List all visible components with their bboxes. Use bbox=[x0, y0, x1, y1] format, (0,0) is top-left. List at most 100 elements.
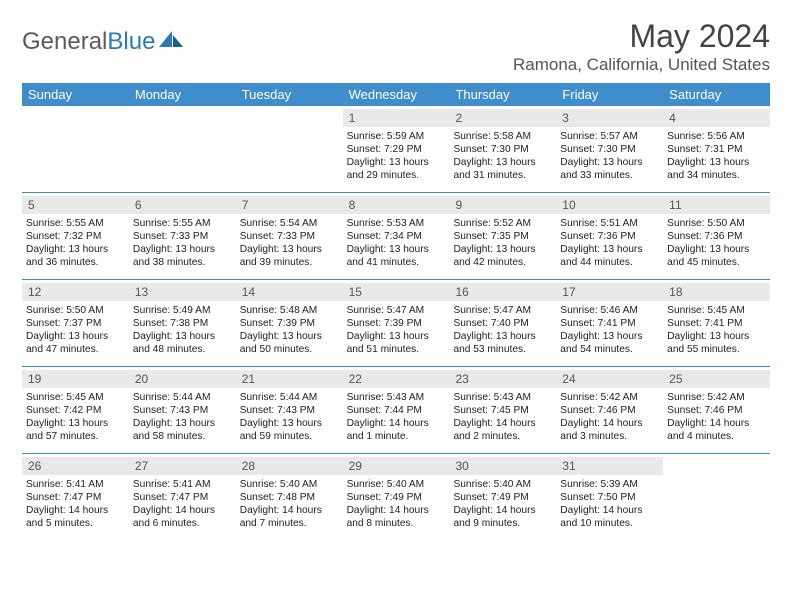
day-info: Sunrise: 5:50 AMSunset: 7:37 PMDaylight:… bbox=[26, 304, 125, 356]
day-number: 6 bbox=[129, 196, 236, 214]
calendar-cell: 22 Sunrise: 5:43 AMSunset: 7:44 PMDayligh… bbox=[343, 367, 450, 453]
calendar: SundayMondayTuesdayWednesdayThursdayFrid… bbox=[22, 83, 770, 540]
day-number: 30 bbox=[449, 457, 556, 475]
day-info: Sunrise: 5:39 AMSunset: 7:50 PMDaylight:… bbox=[560, 478, 659, 530]
day-info: Sunrise: 5:45 AMSunset: 7:41 PMDaylight:… bbox=[667, 304, 766, 356]
day-number: 10 bbox=[556, 196, 663, 214]
day-number: 21 bbox=[236, 370, 343, 388]
calendar-cell: 30 Sunrise: 5:40 AMSunset: 7:49 PMDayligh… bbox=[449, 454, 556, 540]
calendar-cell: 5 Sunrise: 5:55 AMSunset: 7:32 PMDaylight… bbox=[22, 193, 129, 279]
calendar-body: 1 Sunrise: 5:59 AMSunset: 7:29 PMDaylight… bbox=[22, 106, 770, 540]
day-info: Sunrise: 5:57 AMSunset: 7:30 PMDaylight:… bbox=[560, 130, 659, 182]
day-info: Sunrise: 5:51 AMSunset: 7:36 PMDaylight:… bbox=[560, 217, 659, 269]
day-header: Saturday bbox=[663, 83, 770, 106]
day-info: Sunrise: 5:55 AMSunset: 7:32 PMDaylight:… bbox=[26, 217, 125, 269]
day-info: Sunrise: 5:55 AMSunset: 7:33 PMDaylight:… bbox=[133, 217, 232, 269]
day-header: Monday bbox=[129, 83, 236, 106]
calendar-cell: 7Sunrise: 5:54 AMSunset: 7:33 PMDaylight… bbox=[236, 193, 343, 279]
day-number: 1 bbox=[343, 109, 450, 127]
day-info: Sunrise: 5:48 AMSunset: 7:39 PMDaylight:… bbox=[240, 304, 339, 356]
logo-sail-icon bbox=[159, 28, 185, 56]
logo-text-blue: Blue bbox=[107, 28, 155, 56]
calendar-cell: 2 Sunrise: 5:58 AMSunset: 7:30 PMDaylight… bbox=[449, 106, 556, 192]
day-info: Sunrise: 5:49 AMSunset: 7:38 PMDaylight:… bbox=[133, 304, 232, 356]
day-info: Sunrise: 5:41 AMSunset: 7:47 PMDaylight:… bbox=[133, 478, 232, 530]
logo-text-general: General bbox=[22, 28, 107, 56]
day-info: Sunrise: 5:50 AMSunset: 7:36 PMDaylight:… bbox=[667, 217, 766, 269]
day-number: 28 bbox=[236, 457, 343, 475]
calendar-week: 5 Sunrise: 5:55 AMSunset: 7:32 PMDaylight… bbox=[22, 193, 770, 280]
calendar-cell: 20 Sunrise: 5:44 AMSunset: 7:43 PMDayligh… bbox=[129, 367, 236, 453]
calendar-week: 1 Sunrise: 5:59 AMSunset: 7:29 PMDaylight… bbox=[22, 106, 770, 193]
day-number: 14 bbox=[236, 283, 343, 301]
day-number: 20 bbox=[129, 370, 236, 388]
day-info: Sunrise: 5:59 AMSunset: 7:29 PMDaylight:… bbox=[347, 130, 446, 182]
calendar-week: 26Sunrise: 5:41 AMSunset: 7:47 PMDayligh… bbox=[22, 454, 770, 540]
calendar-cell: 13 Sunrise: 5:49 AMSunset: 7:38 PMDayligh… bbox=[129, 280, 236, 366]
day-header: Thursday bbox=[449, 83, 556, 106]
calendar-cell: 25Sunrise: 5:42 AMSunset: 7:46 PMDayligh… bbox=[663, 367, 770, 453]
day-header: Friday bbox=[556, 83, 663, 106]
calendar-cell: 26 Sunrise: 5:41 AMSunset: 7:47 PMDayligh… bbox=[22, 454, 129, 540]
day-number: 7 bbox=[236, 196, 343, 214]
calendar-cell: 24Sunrise: 5:42 AMSunset: 7:46 PMDayligh… bbox=[556, 367, 663, 453]
calendar-cell: 1 Sunrise: 5:59 AMSunset: 7:29 PMDaylight… bbox=[343, 106, 450, 192]
day-info: Sunrise: 5:52 AMSunset: 7:35 PMDaylight:… bbox=[453, 217, 552, 269]
calendar-cell: 23Sunrise: 5:43 AMSunset: 7:45 PMDayligh… bbox=[449, 367, 556, 453]
calendar-page: GeneralBlue May 2024 Ramona, California,… bbox=[0, 0, 792, 550]
day-info: Sunrise: 5:46 AMSunset: 7:41 PMDaylight:… bbox=[560, 304, 659, 356]
day-info: Sunrise: 5:43 AMSunset: 7:44 PMDaylight:… bbox=[347, 391, 446, 443]
header: GeneralBlue May 2024 Ramona, California,… bbox=[22, 18, 770, 75]
day-number: 8 bbox=[343, 196, 450, 214]
day-info: Sunrise: 5:42 AMSunset: 7:46 PMDaylight:… bbox=[560, 391, 659, 443]
day-info: Sunrise: 5:43 AMSunset: 7:45 PMDaylight:… bbox=[453, 391, 552, 443]
day-number: 17 bbox=[556, 283, 663, 301]
day-number: 22 bbox=[343, 370, 450, 388]
day-number: 15 bbox=[343, 283, 450, 301]
day-number: 18 bbox=[663, 283, 770, 301]
day-info: Sunrise: 5:44 AMSunset: 7:43 PMDaylight:… bbox=[240, 391, 339, 443]
day-info: Sunrise: 5:40 AMSunset: 7:48 PMDaylight:… bbox=[240, 478, 339, 530]
day-number: 3 bbox=[556, 109, 663, 127]
day-number: 5 bbox=[22, 196, 129, 214]
calendar-week: 19Sunrise: 5:45 AMSunset: 7:42 PMDayligh… bbox=[22, 367, 770, 454]
day-number: 2 bbox=[449, 109, 556, 127]
calendar-cell bbox=[22, 106, 129, 192]
day-number: 19 bbox=[22, 370, 129, 388]
calendar-cell: 12 Sunrise: 5:50 AMSunset: 7:37 PMDayligh… bbox=[22, 280, 129, 366]
day-header: Tuesday bbox=[236, 83, 343, 106]
day-info: Sunrise: 5:58 AMSunset: 7:30 PMDaylight:… bbox=[453, 130, 552, 182]
day-number: 11 bbox=[663, 196, 770, 214]
title-block: May 2024 Ramona, California, United Stat… bbox=[513, 18, 770, 75]
day-info: Sunrise: 5:47 AMSunset: 7:39 PMDaylight:… bbox=[347, 304, 446, 356]
day-number: 9 bbox=[449, 196, 556, 214]
calendar-cell bbox=[236, 106, 343, 192]
day-number: 13 bbox=[129, 283, 236, 301]
calendar-cell bbox=[129, 106, 236, 192]
calendar-cell: 18 Sunrise: 5:45 AMSunset: 7:41 PMDayligh… bbox=[663, 280, 770, 366]
day-header: Wednesday bbox=[343, 83, 450, 106]
calendar-cell: 11 Sunrise: 5:50 AMSunset: 7:36 PMDayligh… bbox=[663, 193, 770, 279]
calendar-cell: 15 Sunrise: 5:47 AMSunset: 7:39 PMDayligh… bbox=[343, 280, 450, 366]
calendar-cell: 28 Sunrise: 5:40 AMSunset: 7:48 PMDayligh… bbox=[236, 454, 343, 540]
day-info: Sunrise: 5:42 AMSunset: 7:46 PMDaylight:… bbox=[667, 391, 766, 443]
day-info: Sunrise: 5:41 AMSunset: 7:47 PMDaylight:… bbox=[26, 478, 125, 530]
calendar-cell bbox=[663, 454, 770, 540]
day-info: Sunrise: 5:40 AMSunset: 7:49 PMDaylight:… bbox=[453, 478, 552, 530]
calendar-cell: 3 Sunrise: 5:57 AMSunset: 7:30 PMDaylight… bbox=[556, 106, 663, 192]
day-header: Sunday bbox=[22, 83, 129, 106]
calendar-cell: 16Sunrise: 5:47 AMSunset: 7:40 PMDayligh… bbox=[449, 280, 556, 366]
calendar-cell: 29Sunrise: 5:40 AMSunset: 7:49 PMDayligh… bbox=[343, 454, 450, 540]
calendar-cell: 27Sunrise: 5:41 AMSunset: 7:47 PMDayligh… bbox=[129, 454, 236, 540]
day-info: Sunrise: 5:40 AMSunset: 7:49 PMDaylight:… bbox=[347, 478, 446, 530]
day-info: Sunrise: 5:53 AMSunset: 7:34 PMDaylight:… bbox=[347, 217, 446, 269]
day-number: 12 bbox=[22, 283, 129, 301]
calendar-cell: 14 Sunrise: 5:48 AMSunset: 7:39 PMDayligh… bbox=[236, 280, 343, 366]
calendar-week: 12 Sunrise: 5:50 AMSunset: 7:37 PMDayligh… bbox=[22, 280, 770, 367]
day-number: 16 bbox=[449, 283, 556, 301]
calendar-cell: 8 Sunrise: 5:53 AMSunset: 7:34 PMDaylight… bbox=[343, 193, 450, 279]
calendar-cell: 31Sunrise: 5:39 AMSunset: 7:50 PMDayligh… bbox=[556, 454, 663, 540]
calendar-cell: 21 Sunrise: 5:44 AMSunset: 7:43 PMDayligh… bbox=[236, 367, 343, 453]
day-info: Sunrise: 5:44 AMSunset: 7:43 PMDaylight:… bbox=[133, 391, 232, 443]
day-number: 26 bbox=[22, 457, 129, 475]
